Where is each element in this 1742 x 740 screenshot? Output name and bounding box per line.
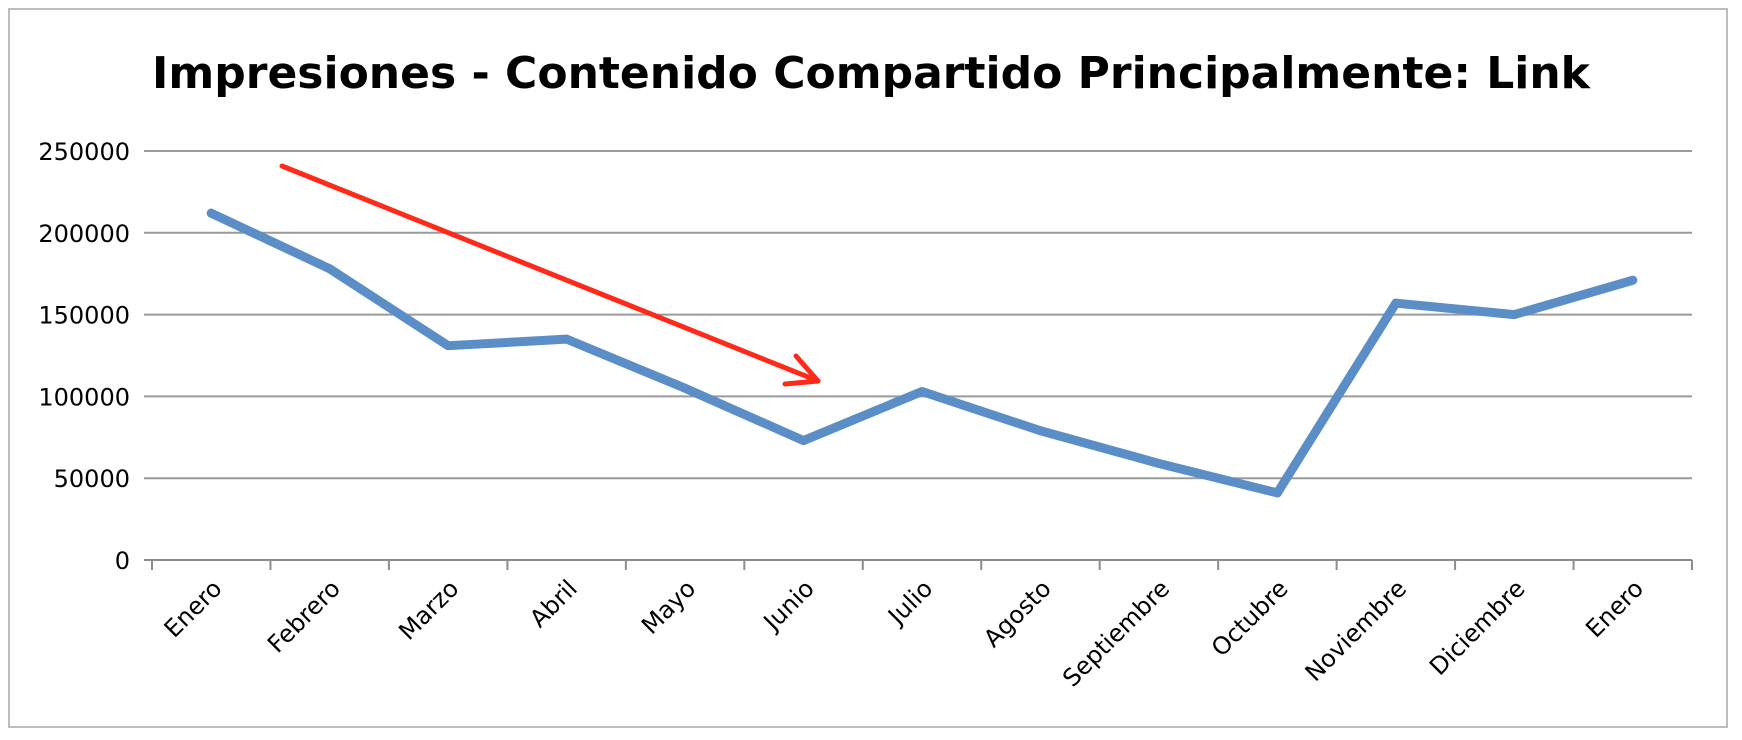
y-tick-label: 0 [115,547,130,575]
x-tick-label: Julio [881,574,938,631]
chart-title: Impresiones - Contenido Compartido Princ… [152,48,1592,99]
series-group [206,208,1638,498]
annotation-group [279,163,821,387]
trend-arrow-shaft [279,163,821,384]
x-tick-label: Febrero [262,574,346,658]
data-point [325,264,335,274]
data-point [206,208,216,218]
y-tick-label: 200000 [38,220,130,248]
data-point [1035,426,1045,436]
x-tick-label: Agosto [978,574,1056,652]
x-tick-label: Mayo [636,574,701,639]
x-tick-label: Abril [524,574,583,633]
series-line [206,208,1638,498]
y-tick-label: 150000 [38,302,130,330]
data-point [443,341,453,351]
y-axis-ticks: 0 50000 100000 150000 200000 250000 [38,138,130,575]
data-point [917,386,927,396]
data-point [562,334,572,344]
data-point [680,383,690,393]
x-axis-ticks: Enero Febrero Marzo Abril Mayo Junio Julio Agos… [159,574,1649,692]
y-tick-label: 50000 [54,465,130,493]
x-tick-label: Junio [757,574,820,637]
data-point [1509,310,1519,320]
chart-frame [8,8,1728,728]
x-axis [151,560,1693,570]
data-point [799,436,809,446]
y-tick-label: 250000 [38,138,130,166]
data-point [1391,298,1401,308]
y-tick-label: 100000 [38,383,130,411]
x-tick-label: Marzo [393,574,464,645]
data-point [1272,488,1282,498]
data-point [1628,275,1638,285]
x-tick-label: Noviembre [1300,574,1412,686]
x-tick-label: Enero [159,574,228,643]
x-tick-label: Septiembre [1057,574,1175,692]
x-tick-label: Diciembre [1424,574,1530,680]
gridlines [144,150,1692,561]
x-tick-label: Enero [1580,574,1649,643]
data-point [1154,458,1164,468]
x-tick-label: Octubre [1206,574,1294,662]
trend-arrow-head [782,353,821,387]
